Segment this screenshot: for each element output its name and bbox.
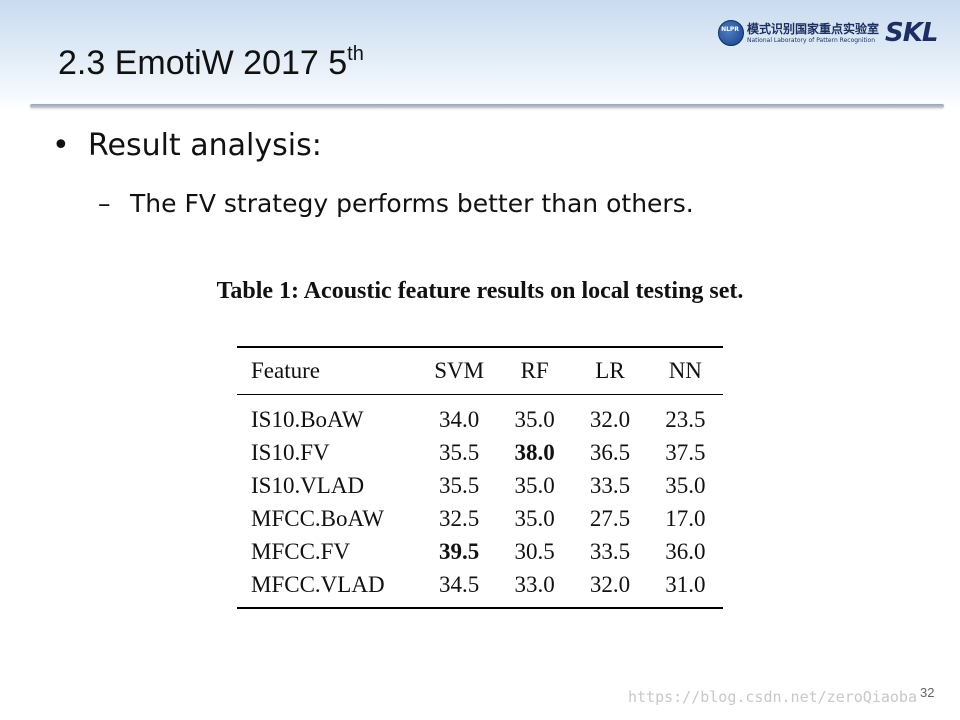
logo-emblem-icon <box>718 20 744 46</box>
value-cell: 36.0 <box>665 538 706 564</box>
logo-skl-wordmark: SKL <box>885 18 938 48</box>
results-table: Feature SVM RF LR NN IS10.BoAW 34.0 35.0… <box>237 346 723 609</box>
slide-title: 2.3 EmotiW 2017 5th <box>58 42 364 83</box>
value-cell: 32.0 <box>589 571 631 597</box>
value-cell: 23.5 <box>665 406 706 432</box>
feature-cell: MFCC.FV <box>251 538 351 564</box>
value-cell: 35.5 <box>439 472 480 498</box>
value-cell: 32.5 <box>439 505 480 531</box>
value-cell: 37.5 <box>665 439 706 465</box>
logo-emblem-text: NLPR <box>721 26 739 33</box>
slide-title-text: 2.3 EmotiW 2017 5 <box>58 44 348 82</box>
header-cell: SVM <box>434 358 485 383</box>
header-cell: NN <box>668 358 702 383</box>
value-cell: 35.0 <box>514 472 555 498</box>
value-cell: 33.5 <box>589 538 631 564</box>
feature-cell: IS10.VLAD <box>251 472 365 498</box>
value-cell: 34.0 <box>439 406 480 432</box>
feature-cell: IS10.BoAW <box>251 406 364 432</box>
page-number: 32 <box>920 685 935 700</box>
value-cell: 27.5 <box>589 505 631 531</box>
header-band <box>0 0 960 110</box>
header-cell: Feature <box>251 358 320 383</box>
value-cell: 36.5 <box>589 439 631 465</box>
value-cell: 31.0 <box>665 571 706 597</box>
value-cell: 17.0 <box>665 505 706 531</box>
feature-cell: MFCC.BoAW <box>251 505 384 531</box>
value-cell: 35.0 <box>514 505 555 531</box>
watermark: https://blog.csdn.net/zeroQiaoba <box>628 688 917 706</box>
feature-cell: MFCC.VLAD <box>251 571 385 597</box>
header-cell: RF <box>520 358 549 383</box>
sub-bullet-dash: – <box>98 189 111 218</box>
table-row: MFCC.FV 39.5 30.5 33.5 36.0 <box>237 535 723 568</box>
table-row: IS10.VLAD 35.5 35.0 33.5 35.0 <box>237 469 723 502</box>
table-row: MFCC.VLAD 34.5 33.0 32.0 31.0 <box>237 568 723 608</box>
table-row: IS10.FV 35.5 38.0 36.5 37.5 <box>237 436 723 469</box>
value-cell: 35.0 <box>514 406 555 432</box>
value-cell: 35.0 <box>665 472 706 498</box>
logo-english-name: National Laboratory of Pattern Recogniti… <box>747 37 876 44</box>
feature-cell: IS10.FV <box>251 439 330 465</box>
best-value-cell: 39.5 <box>439 538 480 564</box>
sub-bullet-fv-strategy: – The FV strategy performs better than ot… <box>98 189 694 218</box>
table-row: MFCC.BoAW 32.5 35.0 27.5 17.0 <box>237 502 723 535</box>
value-cell: 35.5 <box>439 439 480 465</box>
table-header-row: Feature SVM RF LR NN <box>237 347 723 395</box>
value-cell: 33.0 <box>514 571 555 597</box>
table-caption: Table 1: Acoustic feature results on loc… <box>216 278 744 304</box>
value-cell: 32.0 <box>589 406 631 432</box>
title-divider <box>30 104 944 108</box>
header-cell: LR <box>595 358 625 383</box>
sub-bullet-text: The FV strategy performs better than oth… <box>130 189 694 218</box>
bullet-text: Result analysis: <box>88 128 322 163</box>
bullet-result-analysis: • Result analysis: <box>52 128 322 163</box>
logo-chinese-name: 模式识别国家重点实验室 <box>747 22 880 36</box>
lab-logo: NLPR 模式识别国家重点实验室 National Laboratory of … <box>718 18 950 48</box>
bullet-dot-icon: • <box>52 128 70 163</box>
table-row: IS10.BoAW 34.0 35.0 32.0 23.5 <box>237 395 723 437</box>
value-cell: 33.5 <box>589 472 631 498</box>
best-value-cell: 38.0 <box>514 439 555 465</box>
value-cell: 34.5 <box>439 571 480 597</box>
slide-title-superscript: th <box>347 42 364 65</box>
value-cell: 30.5 <box>514 538 555 564</box>
